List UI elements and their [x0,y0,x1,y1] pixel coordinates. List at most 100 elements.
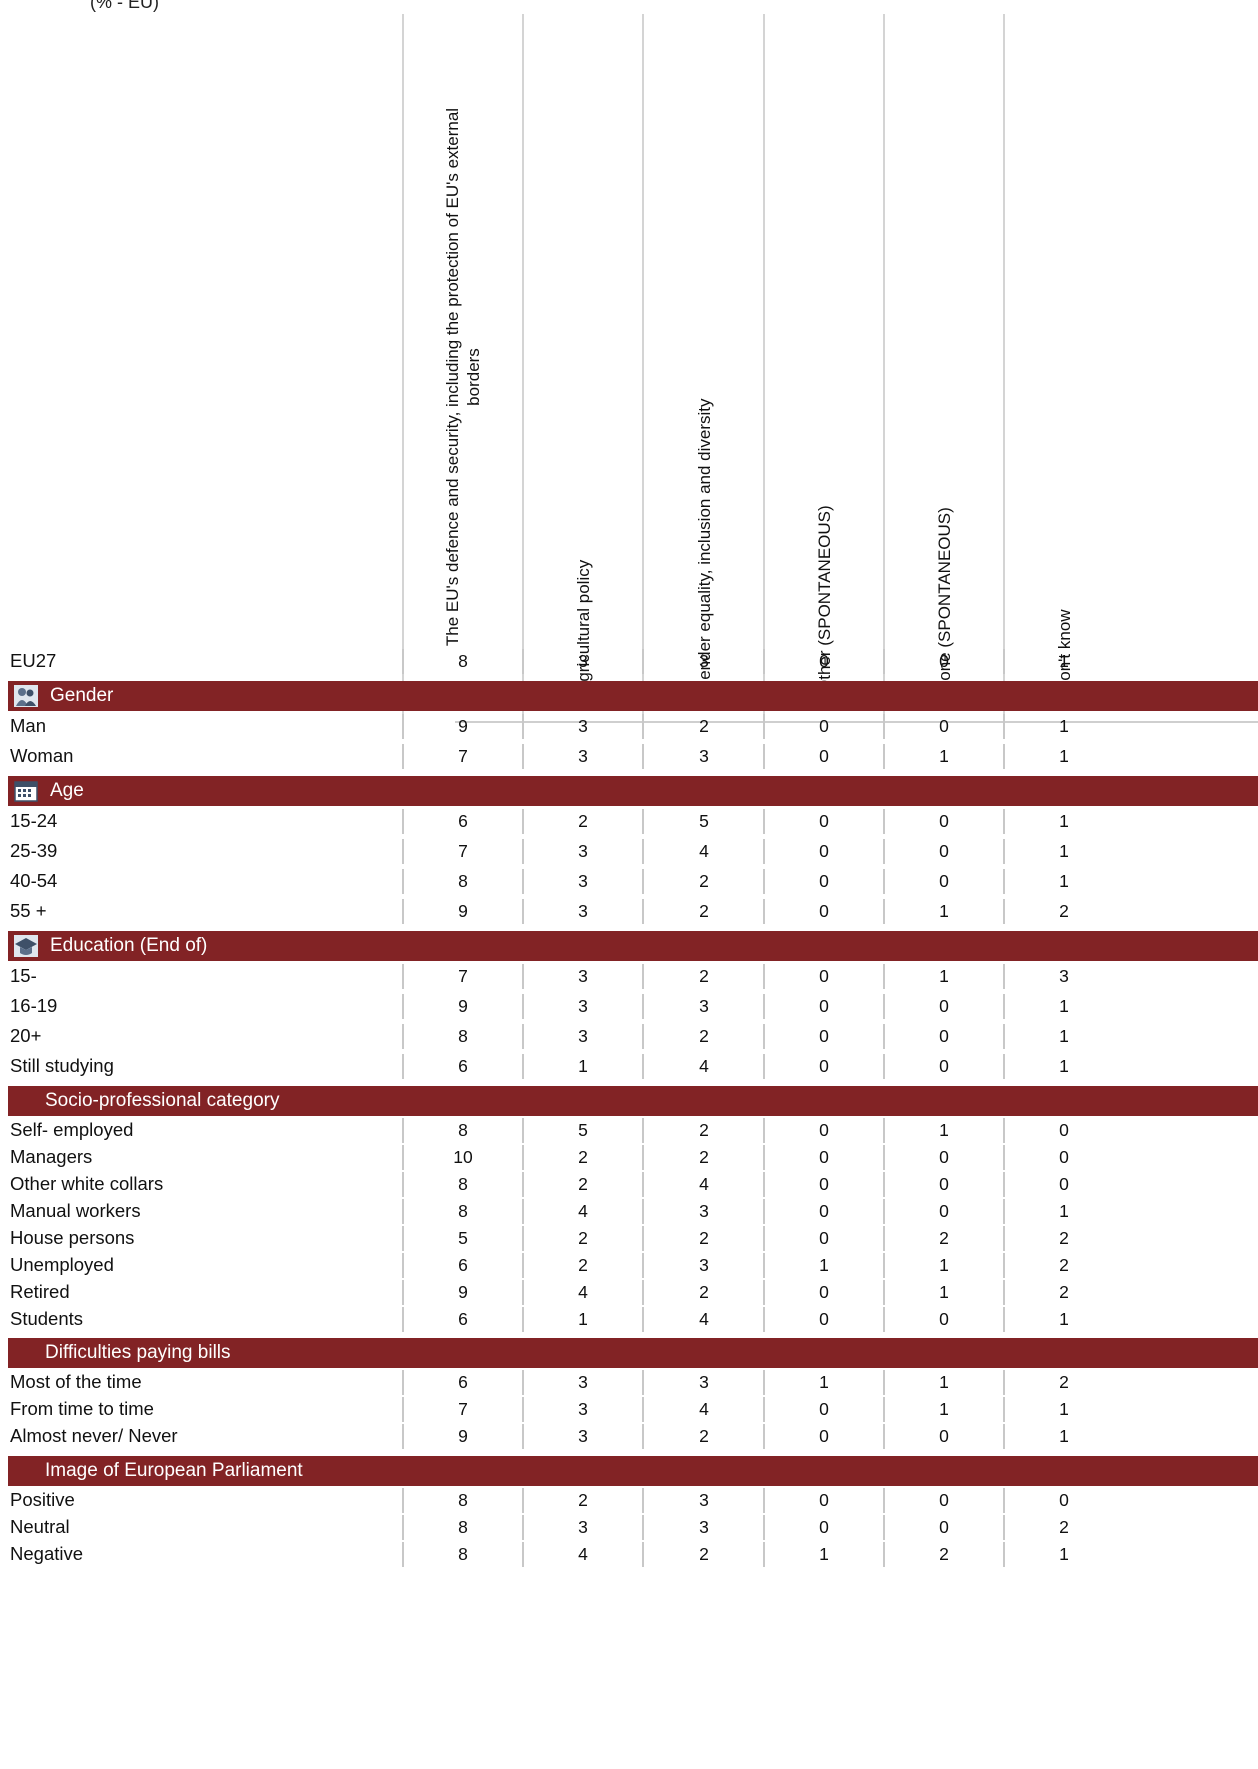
table-cell: 3 [699,1490,709,1510]
table-cell: 5 [458,1228,468,1248]
cell-separator [1003,1145,1005,1170]
cell-separator [522,714,524,739]
graduation-cap-icon [14,935,38,957]
cell-separator [1003,1488,1005,1513]
cell-separator [763,1145,765,1170]
table-cell: 1 [1059,1026,1069,1046]
cell-separator [763,1280,765,1305]
table-cell: 6 [458,1372,468,1392]
cell-separator [763,1054,765,1079]
table-row: 15-24 6 2 5 0 0 1 [0,806,1258,836]
table-row: Manual workers 8 4 3 0 0 1 [0,1196,1258,1226]
table-cell: 2 [699,1120,709,1140]
cell-separator [522,1024,524,1049]
table-cell: 2 [699,1426,709,1446]
table-cell: 0 [819,901,829,921]
table-cell: 0 [819,996,829,1016]
table-cell: 1 [819,1372,829,1392]
section-label: Image of European Parliament [45,1460,303,1481]
table-cell: 1 [939,901,949,921]
table-cell: 0 [939,1490,949,1510]
table-row: Negative 8 4 2 1 2 1 [0,1539,1258,1569]
table-cell: 3 [578,1517,588,1537]
row-label: 16-19 [10,995,58,1016]
cell-separator [883,1280,885,1305]
cell-separator [642,1307,644,1332]
table-cell: 1 [939,1399,949,1419]
cell-separator [1003,869,1005,894]
table-row: Woman 7 3 3 0 1 1 [0,741,1258,771]
table-cell: 8 [458,1026,468,1046]
cell-separator [763,1424,765,1449]
cell-separator [522,1253,524,1278]
table-cell: 1 [819,1544,829,1564]
table-cell: 5 [699,811,709,831]
column-header: Don't know [1009,14,1119,714]
cell-separator [522,869,524,894]
table-row: Retired 9 4 2 0 1 2 [0,1277,1258,1307]
cell-separator [883,1515,885,1540]
table-cell: 0 [819,1228,829,1248]
cell-separator [883,1172,885,1197]
table-cell: 3 [578,996,588,1016]
header-baseline [455,721,1258,723]
section-label: Age [50,780,84,801]
table-row: Students 6 1 4 0 0 1 [0,1304,1258,1334]
table-cell: 2 [699,1282,709,1302]
table-cell: 1 [819,1255,829,1275]
cell-separator [522,1280,524,1305]
cell-separator [883,809,885,834]
cell-separator [763,1488,765,1513]
table-cell: 2 [939,1228,949,1248]
column-header-label: None (SPONTANEOUS) [934,507,954,693]
table-cell: 1 [939,746,949,766]
cell-separator [522,1307,524,1332]
table-cell: 3 [699,746,709,766]
cell-separator [522,1145,524,1170]
cell-separator [402,1424,404,1449]
row-label: Man [10,715,46,736]
table-cell: 2 [699,966,709,986]
table-cell: 0 [939,841,949,861]
header-column-separator [1003,14,1005,722]
table-cell: 2 [699,1544,709,1564]
table-cell: 0 [939,811,949,831]
table-cell: 9 [458,996,468,1016]
cell-separator [402,1280,404,1305]
table-cell: 2 [578,1490,588,1510]
cell-separator [522,809,524,834]
cell-separator [642,1424,644,1449]
cell-separator [763,994,765,1019]
table-cell: 4 [699,1309,709,1329]
cell-separator [522,1424,524,1449]
table-cell: 0 [1059,1174,1069,1194]
cell-separator [642,1118,644,1143]
table-cell: 0 [939,1026,949,1046]
table-cell: 2 [699,1147,709,1167]
table-cell: 1 [1059,871,1069,891]
cell-separator [763,714,765,739]
column-header: None (SPONTANEOUS) [889,14,999,714]
table-cell: 0 [819,746,829,766]
cell-separator [642,1253,644,1278]
table-cell: 0 [939,651,949,671]
table-cell: 3 [578,746,588,766]
table-cell: 4 [699,1174,709,1194]
table-cell: 4 [578,1282,588,1302]
table-cell: 7 [458,1399,468,1419]
table-row: Other white collars 8 2 4 0 0 0 [0,1169,1258,1199]
cell-separator [1003,1118,1005,1143]
calendar-icon [14,781,38,802]
table-cell: 8 [458,1201,468,1221]
table-cell: 4 [699,841,709,861]
cell-separator [1003,1542,1005,1567]
row-label: Retired [10,1281,70,1302]
cell-separator [883,1253,885,1278]
table-cell: 9 [458,901,468,921]
table-cell: 2 [699,1228,709,1248]
table-cell: 2 [1059,1517,1069,1537]
cell-separator [1003,744,1005,769]
table-cell: 0 [819,1147,829,1167]
table-cell: 0 [939,996,949,1016]
